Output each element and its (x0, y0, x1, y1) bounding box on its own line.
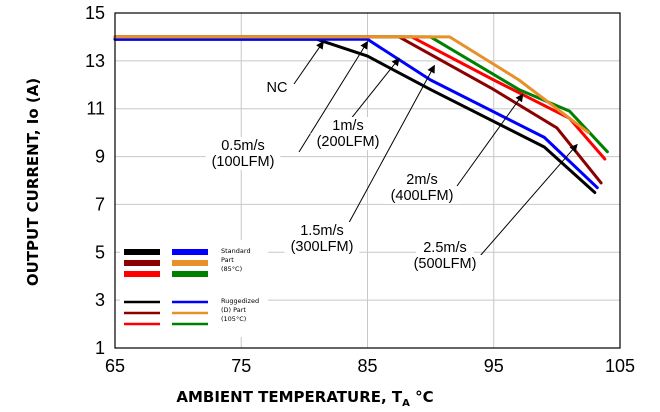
x-tick-label: 105 (605, 356, 635, 376)
annotation: 1m/s(200LFM) (310, 57, 400, 151)
x-tick-labels: 65 75 85 95 105 (105, 356, 635, 376)
y-tick-label: 7 (95, 194, 105, 214)
legend-label: (85°C) (221, 265, 242, 273)
y-axis-title: OUTPUT CURRENT, Io (A) (24, 78, 42, 286)
legend-label: (D) Part (221, 306, 246, 314)
annotations: NC0.5m/s(100LFM)1m/s(200LFM)1.5m/s(300LF… (205, 40, 578, 272)
annotation: 2m/s(400LFM) (384, 93, 524, 204)
x-tick-label: 85 (357, 356, 377, 376)
x-axis-title: AMBIENT TEMPERATURE, TA °C (176, 388, 433, 409)
y-tick-label: 15 (85, 3, 105, 23)
annotation-bg (384, 187, 460, 204)
annotation-arrow (344, 64, 435, 231)
annotation-bg (407, 255, 483, 272)
annotation-arrow (298, 40, 369, 153)
series-lines (113, 35, 609, 194)
annotation: 1.5m/s(300LFM) (284, 64, 435, 255)
annotation-text: (100LFM) (212, 154, 275, 170)
y-tick-label: 11 (86, 99, 105, 119)
annotation: 2.5m/s(500LFM) (407, 143, 578, 272)
x-tick-label: 95 (484, 356, 504, 376)
legend-label: Part (221, 256, 234, 264)
annotation-bg (284, 238, 360, 255)
annotation-text: (500LFM) (414, 256, 477, 272)
annotation: NC (265, 40, 324, 96)
legend-box (120, 240, 268, 337)
legend-label: Ruggedized (221, 297, 259, 305)
annotation-bg (293, 222, 351, 239)
y-tick-label: 5 (95, 242, 105, 262)
annotation-text: 2.5m/s (423, 240, 467, 256)
annotation-bg (416, 239, 474, 256)
y-tick-label: 9 (95, 147, 105, 167)
plot-frame (114, 12, 621, 349)
annotation-bg (401, 171, 443, 188)
annotation-bg (310, 133, 386, 150)
y-tick-label: 1 (95, 338, 105, 358)
annotation-arrow (293, 40, 324, 85)
annotation-arrow (456, 93, 524, 187)
annotation-text: (400LFM) (391, 188, 454, 204)
legend-label: (105°C) (221, 315, 246, 323)
annotation-text: (300LFM) (291, 239, 354, 255)
series-line (113, 35, 590, 135)
x-tick-label: 75 (231, 356, 251, 376)
annotation-text: 2m/s (406, 172, 437, 188)
y-tick-label: 13 (85, 51, 105, 71)
legend-label: Standard (221, 247, 251, 255)
annotation-bg (205, 153, 281, 170)
annotation-text: NC (267, 80, 288, 96)
x-tick-label: 65 (105, 356, 125, 376)
annotation-text: (200LFM) (317, 134, 380, 150)
annotation-bg (214, 137, 272, 154)
series-line (113, 37, 599, 190)
annotation-text: 1m/s (332, 118, 363, 134)
annotation-text: 0.5m/s (221, 138, 265, 154)
annotation-bg (327, 117, 369, 134)
annotation-text: 1.5m/s (300, 223, 344, 239)
annotation-arrow (479, 143, 578, 257)
y-tick-label: 3 (95, 290, 105, 310)
annotation: 0.5m/s(100LFM) (205, 40, 369, 170)
annotation-bg (265, 79, 289, 96)
